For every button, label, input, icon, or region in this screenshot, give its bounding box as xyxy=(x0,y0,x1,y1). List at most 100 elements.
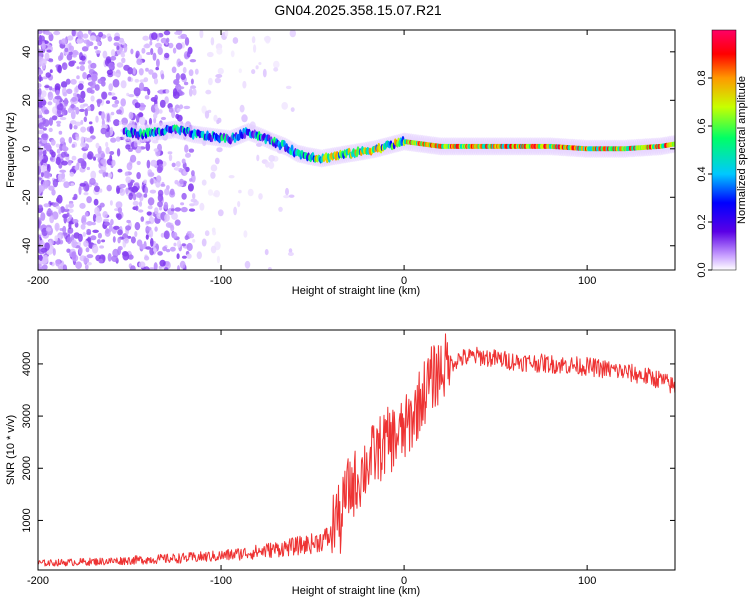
colorbar-tick-label: 0.6 xyxy=(696,118,708,133)
x-tick-label: 100 xyxy=(578,575,596,587)
noise-speck xyxy=(69,45,74,52)
noise-speck xyxy=(59,169,67,173)
noise-speck xyxy=(285,85,292,90)
noise-speck xyxy=(77,158,85,164)
noise-speck xyxy=(54,83,61,91)
noise-speck xyxy=(116,213,122,221)
noise-speck xyxy=(206,51,214,58)
noise-speck xyxy=(56,104,64,111)
noise-speck xyxy=(46,164,51,173)
noise-speck xyxy=(52,248,56,256)
noise-speck xyxy=(210,245,217,254)
noise-speck xyxy=(58,130,63,135)
noise-speck xyxy=(169,188,175,196)
noise-speck xyxy=(50,139,56,146)
noise-speck xyxy=(176,253,180,260)
noise-speck xyxy=(84,257,90,264)
noise-speck xyxy=(72,219,79,224)
noise-speck xyxy=(110,49,116,57)
noise-speck xyxy=(102,50,108,59)
noise-speck xyxy=(57,64,62,74)
noise-speck xyxy=(44,30,50,36)
colorbar-ticks: 0.0 0.2 0.4 0.6 0.8 xyxy=(696,70,712,278)
noise-speck xyxy=(105,228,110,234)
noise-speck xyxy=(55,259,61,267)
noise-speck xyxy=(120,53,126,58)
noise-speck xyxy=(113,36,121,42)
noise-speck xyxy=(82,103,89,107)
noise-speck xyxy=(63,97,69,107)
noise-speck xyxy=(79,65,85,72)
noise-speck xyxy=(56,197,60,203)
noise-speck xyxy=(108,83,113,92)
noise-speck xyxy=(183,105,191,110)
noise-speck xyxy=(113,225,120,230)
noise-speck xyxy=(80,136,85,143)
noise-speck xyxy=(188,208,196,212)
noise-speck xyxy=(117,246,123,251)
noise-speck xyxy=(210,37,215,46)
noise-speck xyxy=(90,95,95,102)
noise-speck xyxy=(164,188,170,196)
noise-speck xyxy=(154,226,158,232)
noise-speck xyxy=(91,244,99,254)
colorbar-tick-label: 0.8 xyxy=(696,70,708,85)
noise-speck xyxy=(119,188,126,196)
noise-speck xyxy=(149,40,153,46)
noise-speck xyxy=(146,159,151,169)
noise-speck xyxy=(247,188,254,197)
noise-speck xyxy=(157,251,163,256)
noise-speck xyxy=(82,72,87,80)
noise-speck xyxy=(278,206,283,212)
colorbar-tick-label: 0.4 xyxy=(696,166,708,181)
noise-speck xyxy=(38,40,43,46)
noise-speck xyxy=(190,78,194,85)
noise-speck xyxy=(273,60,280,69)
noise-speck xyxy=(112,236,116,243)
noise-speck xyxy=(208,77,213,86)
figure-title: GN04.2025.358.15.07.R21 xyxy=(274,2,442,18)
noise-speck xyxy=(126,219,131,224)
noise-speck xyxy=(48,127,53,133)
noise-speck xyxy=(133,182,140,187)
noise-speck xyxy=(143,77,149,83)
noise-speck xyxy=(93,156,96,161)
noise-speck xyxy=(192,88,197,96)
noise-speck xyxy=(113,42,120,47)
noise-speck xyxy=(127,187,135,191)
noise-speck xyxy=(49,157,54,161)
y-tick-label: 40 xyxy=(21,46,33,58)
noise-speck xyxy=(82,221,87,225)
noise-speck xyxy=(251,36,256,44)
noise-speck xyxy=(211,227,216,233)
noise-speck xyxy=(95,215,103,223)
noise-speck xyxy=(75,133,79,138)
noise-speck xyxy=(170,224,175,232)
noise-speck xyxy=(117,207,123,214)
noise-speck xyxy=(38,56,44,62)
noise-speck xyxy=(244,260,251,269)
noise-speck xyxy=(158,109,163,114)
noise-speck xyxy=(180,202,185,206)
snr-line-group xyxy=(38,333,675,567)
noise-speck xyxy=(38,165,41,174)
noise-speck xyxy=(174,207,182,212)
noise-speck xyxy=(88,121,93,125)
noise-speck xyxy=(162,246,168,252)
noise-speck xyxy=(105,100,111,104)
noise-speck xyxy=(159,259,166,267)
noise-speck xyxy=(49,86,53,91)
noise-speck xyxy=(83,116,88,123)
noise-speck xyxy=(90,62,97,69)
noise-speck xyxy=(153,262,158,270)
noise-speck xyxy=(46,210,53,217)
noise-speck xyxy=(207,189,214,196)
noise-speck xyxy=(264,249,269,256)
noise-speck xyxy=(71,155,77,161)
noise-speck xyxy=(165,222,172,228)
noise-speck xyxy=(134,222,141,231)
noise-speck xyxy=(82,152,88,160)
y-tick-label: 4000 xyxy=(21,352,33,376)
noise-speck xyxy=(93,45,98,50)
spectrogram-y-label: Frequency (Hz) xyxy=(5,112,17,188)
